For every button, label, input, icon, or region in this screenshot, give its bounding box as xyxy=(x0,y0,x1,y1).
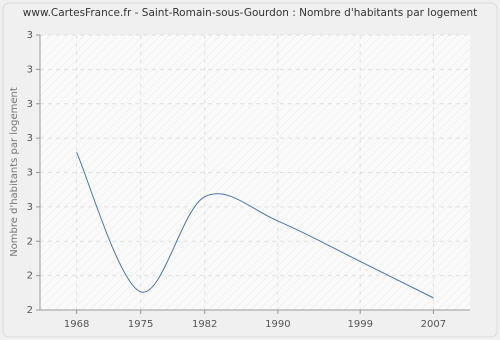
chart-title: www.CartesFrance.fr - Saint-Romain-sous-… xyxy=(23,7,477,19)
y-tick-label: 2 xyxy=(27,271,33,282)
x-tick-label: 1990 xyxy=(265,319,290,330)
y-tick-label: 3 xyxy=(27,202,33,213)
y-tick-label: 3 xyxy=(27,30,33,41)
y-tick-label: 2 xyxy=(27,305,33,316)
x-tick-label: 1968 xyxy=(64,319,89,330)
plot-area xyxy=(40,35,470,310)
y-tick-label: 3 xyxy=(27,168,33,179)
x-tick-label: 1975 xyxy=(128,319,153,330)
y-tick-label: 3 xyxy=(27,64,33,75)
x-tick-label: 1999 xyxy=(347,319,372,330)
y-axis-label: Nombre d'habitants par logement xyxy=(9,87,20,257)
x-tick-label: 2007 xyxy=(421,319,446,330)
y-tick-label: 2 xyxy=(27,236,33,247)
x-tick-label: 1982 xyxy=(192,319,217,330)
y-tick-label: 3 xyxy=(27,99,33,110)
y-tick-label: 3 xyxy=(27,133,33,144)
data-line xyxy=(76,152,434,299)
